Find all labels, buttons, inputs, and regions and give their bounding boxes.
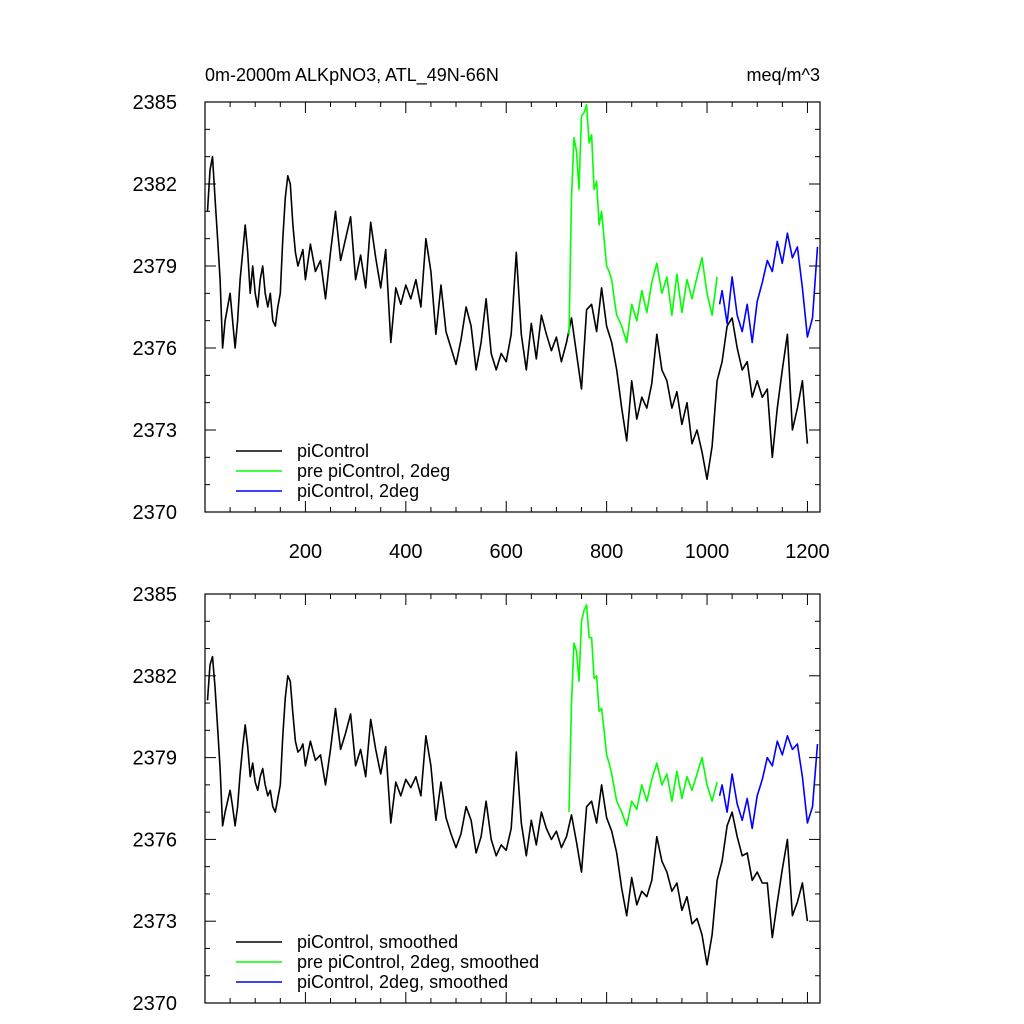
x-tick-label: 200 [289, 541, 322, 563]
y-tick-label: 2373 [133, 420, 178, 442]
plot-frame [204, 101, 821, 513]
y-tick-label: 2385 [133, 584, 178, 606]
series-line-picontrol-2deg-smoothed [718, 735, 819, 830]
y-tick-label: 2370 [133, 993, 178, 1015]
y-tick-label: 2379 [133, 748, 178, 770]
minor-ticks [205, 102, 820, 512]
x-tick-label: 1000 [685, 541, 730, 563]
plot-frame [204, 593, 821, 1004]
legend-label: piControl, smoothed [297, 932, 458, 952]
y-tick-label: 2379 [133, 256, 178, 278]
chart-units-label: meq/m^3 [747, 65, 820, 85]
x-tick-label: 800 [590, 541, 623, 563]
x-tick-label: 1200 [785, 541, 830, 563]
series-line-pre-picontrol-2deg-smoothed [568, 604, 718, 827]
legend-label: piControl [297, 441, 369, 461]
y-tick-label: 2382 [133, 174, 178, 196]
chart-panel-1: 0m-2000m ALKpNO3, ATL_49N-66N meq/m^3 200 4… [133, 65, 830, 563]
series-line-picontrol-2deg [718, 232, 819, 344]
y-tick-label: 2385 [133, 92, 178, 114]
series-line-pre-picontrol-2deg [568, 103, 718, 344]
chart-title: 0m-2000m ALKpNO3, ATL_49N-66N [205, 65, 499, 86]
legend-label: pre piControl, 2deg [297, 461, 450, 481]
legend-label: pre piControl, 2deg, smoothed [297, 952, 539, 972]
series-line-picontrol [206, 155, 809, 480]
legend-label: piControl, 2deg, smoothed [297, 972, 508, 992]
series-line-picontrol-smoothed [206, 655, 809, 966]
legend-label: piControl, 2deg [297, 481, 419, 501]
y-tick-label: 2376 [133, 829, 178, 851]
chart-panel-2: 2370 2373 2376 2379 2382 2385 piControl, smoot… [133, 584, 821, 1015]
y-tick-label: 2373 [133, 911, 178, 933]
x-tick-label: 400 [389, 541, 422, 563]
y-tick-label: 2376 [133, 338, 178, 360]
minor-ticks [205, 594, 820, 1003]
y-tick-label: 2370 [133, 502, 178, 524]
x-tick-label: 600 [490, 541, 523, 563]
y-tick-label: 2382 [133, 666, 178, 688]
